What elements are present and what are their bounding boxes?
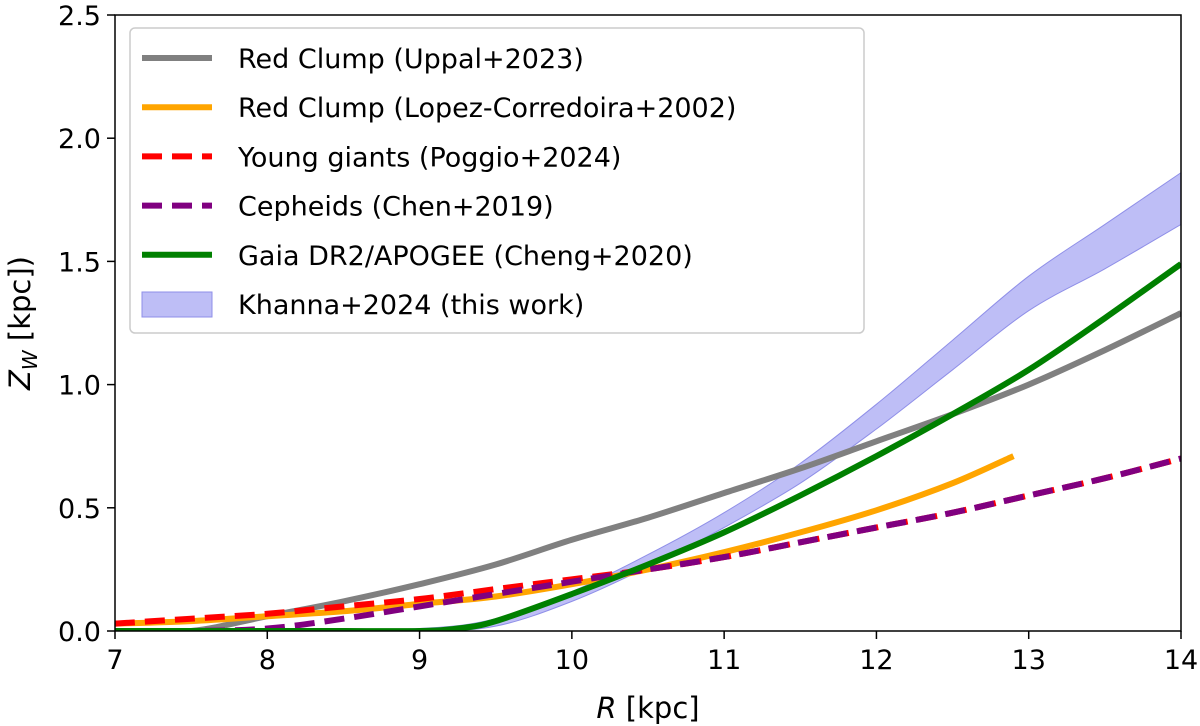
y-tick-label: 2.0: [58, 124, 101, 155]
series-line-red-clump-uppal-2023: [115, 310, 1181, 631]
x-tick-label: 13: [1012, 645, 1046, 676]
legend-label-khanna-2024-this-work: Khanna+2024 (this work): [238, 290, 584, 321]
legend-box: [129, 27, 865, 334]
legend-label-red-clump-uppal-2023: Red Clump (Uppal+2023): [238, 44, 584, 75]
y-axis-label: ZW [kpc]): [3, 256, 42, 391]
x-tick-label: 10: [555, 645, 589, 676]
series-line-gaia-dr2-apogee-cheng-2020: [115, 261, 1181, 631]
y-tick-label: 2.5: [58, 1, 101, 32]
legend-label-gaia-dr2-apogee-cheng-2020: Gaia DR2/APOGEE (Cheng+2020): [238, 241, 693, 272]
series-line-cepheids-chen-2019: [115, 455, 1181, 631]
y-tick-label: 0.5: [58, 494, 101, 525]
x-tick-label: 11: [707, 645, 741, 676]
y-tick-label: 1.0: [58, 371, 101, 402]
legend-label-young-giants-poggio-2024: Young giants (Poggio+2024): [237, 142, 621, 173]
axes-frame: [114, 14, 1182, 632]
y-tick-label: 0.0: [58, 617, 101, 648]
x-axis: 7 8 9 10 11 12 13 14: [106, 631, 1198, 676]
y-tick-label: 1.5: [58, 247, 101, 278]
legend-label-red-clump-lopez-corredoira-2002: Red Clump (Lopez-Corredoira+2002): [238, 93, 736, 124]
legend-label-cepheids-chen-2019: Cepheids (Chen+2019): [238, 192, 554, 223]
y-axis: 0.0 0.5 1.0 1.5 2.0 2.5: [58, 1, 115, 648]
legend: Red Clump (Uppal+2023) Red Clump (Lopez-C…: [129, 27, 865, 334]
legend-swatch-khanna-2024-this-work: [141, 291, 213, 318]
x-tick-label: 7: [106, 645, 123, 676]
x-tick-label: 12: [859, 645, 893, 676]
x-tick-label: 14: [1164, 645, 1198, 676]
x-tick-label: 8: [259, 645, 276, 676]
x-axis-label: R [kpc]: [596, 691, 699, 725]
x-tick-label: 9: [411, 645, 428, 676]
